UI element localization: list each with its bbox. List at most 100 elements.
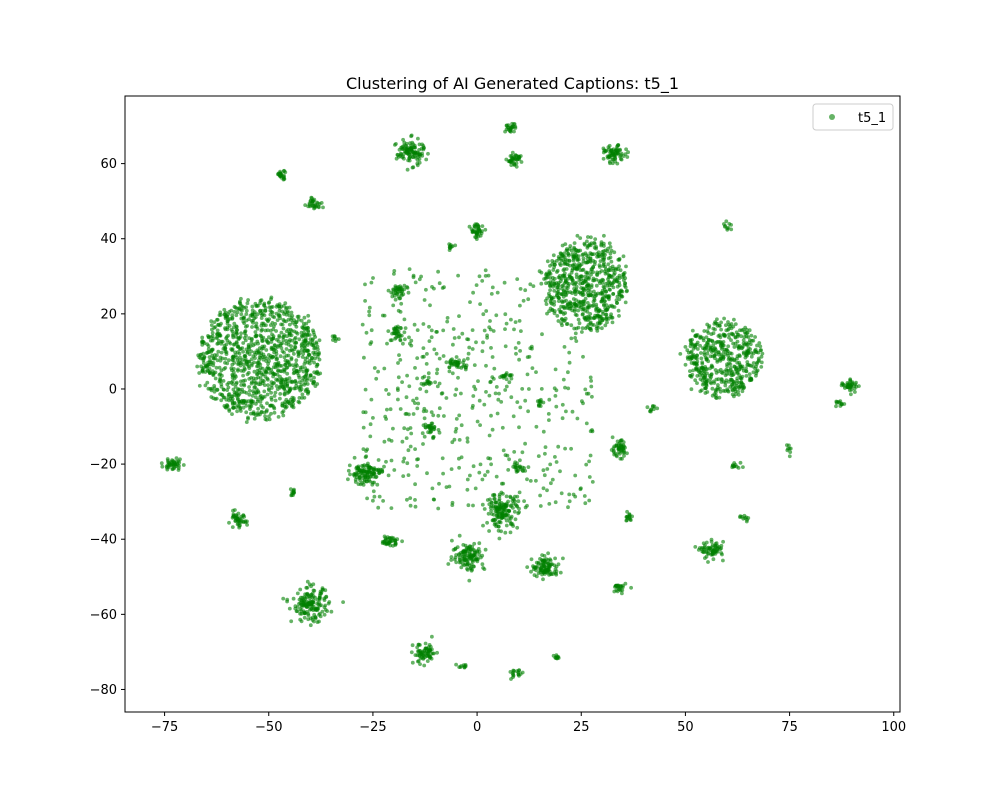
scatter-point: [468, 563, 472, 568]
scatter-point: [705, 390, 710, 394]
scatter-point: [315, 620, 320, 624]
scatter-point: [495, 514, 500, 518]
scatter-point: [499, 529, 503, 534]
scatter-point: [238, 355, 242, 360]
scatter-point: [754, 369, 759, 374]
scatter-point: [580, 307, 585, 312]
scatter-point: [447, 484, 452, 489]
scatter-point: [294, 324, 299, 329]
scatter-point: [582, 315, 587, 320]
scatter-point: [703, 556, 707, 560]
scatter-point: [470, 567, 474, 572]
scatter-point: [487, 529, 491, 533]
scatter-point: [273, 372, 277, 377]
scatter-point: [279, 172, 283, 177]
scatter-point: [759, 348, 763, 352]
scatter-point: [571, 297, 576, 301]
scatter-point: [425, 379, 430, 383]
scatter-point: [569, 270, 574, 275]
scatter-point: [541, 429, 546, 434]
scatter-point: [746, 351, 751, 355]
scatter-point: [570, 291, 574, 295]
scatter-point: [490, 355, 495, 359]
scatter-point: [543, 298, 548, 303]
scatter-point: [405, 167, 410, 172]
scatter-point: [210, 353, 215, 358]
scatter-point: [258, 365, 263, 370]
scatter-point: [212, 356, 216, 361]
scatter-point: [409, 338, 414, 343]
scatter-point: [276, 314, 281, 318]
scatter-point: [574, 326, 579, 331]
scatter-point: [285, 383, 289, 388]
scatter-point: [709, 332, 714, 336]
scatter-point: [253, 356, 257, 360]
scatter-point: [241, 405, 246, 410]
scatter-point: [506, 499, 510, 504]
scatter-point: [730, 378, 734, 382]
scatter-point: [509, 522, 513, 527]
scatter-point: [718, 389, 723, 394]
scatter-point: [566, 505, 570, 510]
scatter-point: [548, 558, 553, 563]
scatter-point: [704, 335, 709, 340]
scatter-point: [225, 338, 230, 343]
scatter-point: [514, 153, 518, 158]
scatter-point: [552, 563, 557, 568]
scatter-point: [556, 655, 561, 659]
scatter-point: [357, 475, 362, 480]
scatter-point: [517, 357, 521, 362]
scatter-point: [744, 519, 749, 524]
scatter-point: [336, 337, 341, 341]
scatter-point: [225, 319, 230, 324]
scatter-point: [523, 288, 528, 293]
scatter-point: [479, 555, 483, 560]
scatter-point: [738, 375, 743, 380]
scatter-point: [515, 469, 520, 473]
scatter-point: [477, 274, 482, 279]
scatter-point: [618, 439, 623, 443]
scatter-point: [702, 329, 707, 333]
scatter-point: [205, 380, 210, 385]
scatter-point: [478, 462, 483, 467]
scatter-point: [695, 340, 700, 345]
scatter-point: [230, 355, 235, 360]
scatter-point: [421, 442, 425, 446]
scatter-point: [539, 387, 544, 391]
scatter-point: [567, 492, 572, 497]
scatter-point: [309, 607, 314, 611]
scatter-point: [415, 464, 420, 468]
scatter-point: [299, 343, 304, 348]
scatter-point: [758, 344, 763, 349]
scatter-point: [317, 350, 321, 355]
scatter-point: [303, 203, 308, 208]
scatter-point: [713, 544, 718, 549]
scatter-point: [229, 327, 234, 332]
scatter-point: [255, 364, 259, 369]
scatter-point: [242, 321, 247, 326]
scatter-point: [542, 277, 546, 281]
scatter-point: [430, 486, 435, 491]
scatter-point: [725, 226, 729, 231]
scatter-point: [287, 363, 292, 368]
scatter-point: [477, 541, 482, 546]
scatter-point: [250, 304, 255, 309]
x-tick-label: 100: [881, 720, 906, 735]
scatter-point: [451, 342, 455, 347]
scatter-point: [408, 444, 413, 449]
scatter-point: [410, 643, 415, 648]
scatter-point: [528, 282, 533, 287]
scatter-point: [715, 358, 720, 363]
scatter-point: [564, 288, 569, 293]
scatter-point: [263, 374, 268, 379]
scatter-point: [459, 423, 464, 428]
scatter-point: [250, 325, 254, 329]
scatter-point: [732, 461, 737, 465]
scatter-point: [726, 357, 731, 362]
scatter-point: [417, 148, 421, 152]
scatter-point: [480, 349, 485, 354]
scatter-point: [570, 409, 575, 414]
scatter-point: [260, 373, 264, 377]
scatter-point: [474, 231, 479, 236]
scatter-point: [397, 147, 402, 152]
